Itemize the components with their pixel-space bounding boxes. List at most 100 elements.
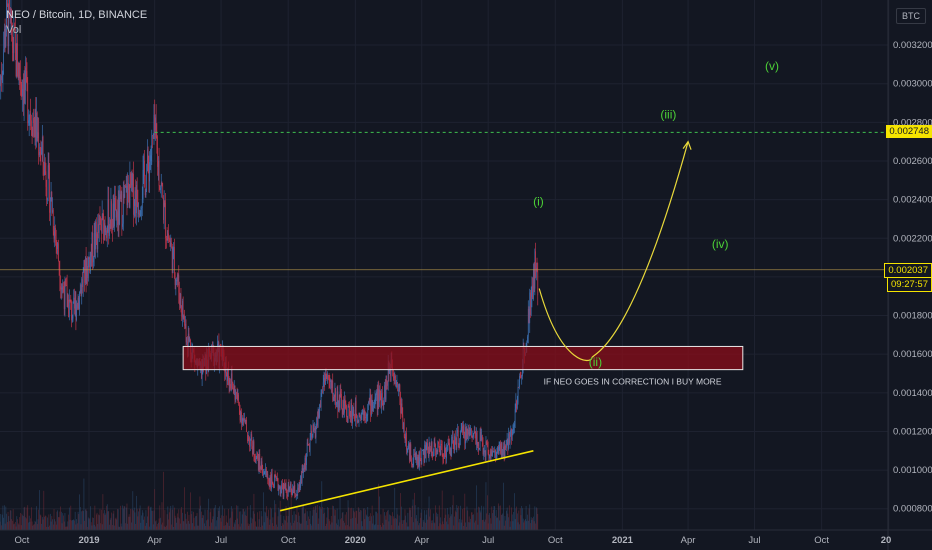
volume-bar [228,508,229,530]
volume-bar [148,505,150,530]
candle-body [65,279,67,285]
volume-bar [120,523,122,530]
candle-body [403,422,405,437]
volume-bar [43,490,45,530]
candle-body [144,160,145,177]
volume-bar [11,519,13,530]
candle-body [77,297,79,309]
volume-bar [287,516,289,530]
volume-bar [280,514,282,530]
candle-body [271,473,272,489]
volume-bar [348,507,350,530]
candle-body [521,376,523,378]
candle-body [535,251,536,278]
symbol-title: NEO / Bitcoin, 1D, BINANCE [6,9,148,21]
candle-body [409,444,411,460]
volume-bar [451,514,453,530]
candle-body [109,223,110,236]
candle-body [48,165,50,168]
candle-body [118,197,120,225]
candle-body [90,251,92,257]
candle-body [363,410,364,415]
volume-bar [164,510,166,530]
volume-bar [320,509,322,530]
volume-bar [309,518,310,530]
candle-body [530,296,532,316]
volume-bar [497,517,498,530]
volume-bar [275,504,277,530]
time-axis[interactable]: Oct 2019 Apr Jul Oct 2020 Apr Jul Oct 2021 Apr Jul O… [0,529,932,546]
volume-bar [292,522,294,530]
candle-body [86,265,88,284]
volume-bar [376,511,377,530]
volume-bar [2,505,4,530]
candle-body [349,416,351,417]
candle-body [186,341,188,343]
candle-body [127,183,129,206]
candle-body [365,415,367,419]
volume-bar [139,505,141,530]
candle-body [489,454,490,459]
candle-body [158,160,160,186]
volume-bar [492,513,493,530]
volume-bars [0,471,539,530]
volume-bar [226,521,228,530]
currency-badge[interactable]: BTC [896,8,926,24]
volume-bar [520,515,522,530]
buy-zone-rectangle[interactable] [182,345,744,371]
resistance-price-tag: 0.002748 [886,125,932,139]
candle-body [406,432,407,450]
volume-bar [328,519,330,530]
volume-bar [122,508,124,530]
candle-body [454,435,456,443]
volume-bar [479,507,480,530]
candle-body [147,149,148,172]
projection-curve[interactable] [538,141,689,362]
candle-body [252,446,253,455]
volume-bar [146,523,148,530]
volume-bar [97,524,99,530]
volume-bar [209,526,210,530]
candle-body [529,292,531,323]
volume-bar [481,520,483,530]
candle-body [259,454,261,467]
candle-body [236,393,238,400]
volume-bar [375,511,377,530]
candle-body [282,486,284,497]
volume-bar [92,517,94,530]
volume-bar [291,525,293,530]
volume-bar [259,511,261,530]
volume-bar [285,505,287,530]
volume-bar [399,522,401,530]
volume-bar [114,518,116,530]
volume-bar [290,494,292,530]
volume-bar [521,505,523,530]
candle-body [147,149,149,163]
candle-body [419,451,421,460]
candle-body [185,323,187,343]
candle-body [54,227,56,239]
volume-bar [85,509,87,530]
candle-body [154,114,156,131]
candle-body [518,386,520,388]
candle-body [359,413,361,417]
candle-body [476,432,477,445]
candle-body [400,398,401,414]
candle-body [361,413,363,415]
candle-body [272,481,274,487]
volume-bar [489,518,491,530]
volume-indicator-label[interactable]: Vol [6,24,22,36]
support-trendline[interactable] [280,450,534,512]
candle-body [103,223,105,241]
volume-bar [156,526,158,530]
volume-bar [258,519,260,530]
volume-bar [392,512,393,530]
volume-bar [257,512,258,530]
candle-body [462,425,464,432]
candle-body [139,213,140,216]
candle-body [454,435,455,451]
volume-bar [188,514,190,530]
volume-bar [85,509,86,530]
candle-body [278,488,280,491]
